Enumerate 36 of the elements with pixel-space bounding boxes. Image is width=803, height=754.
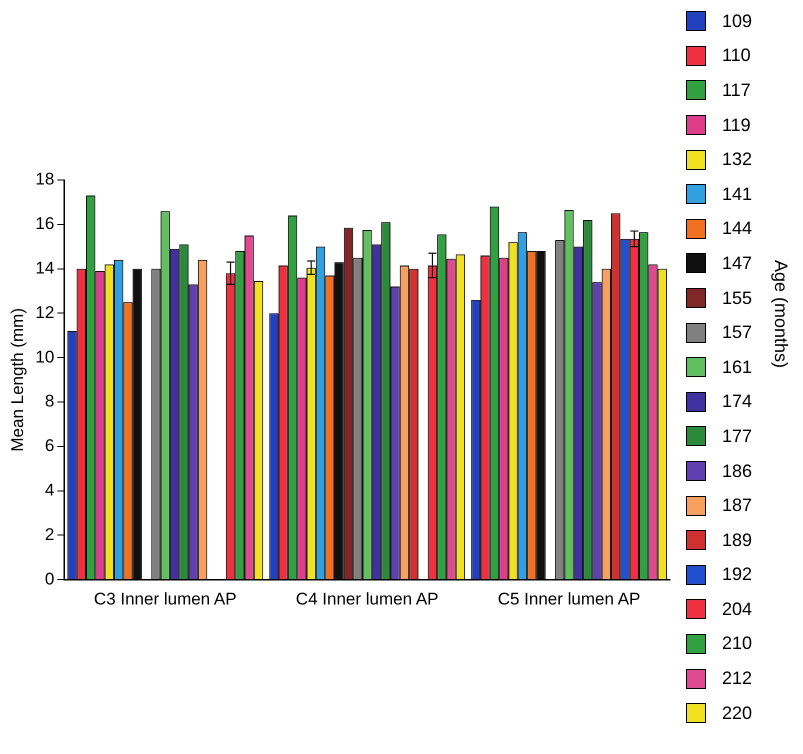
legend-title: Age (months) [770,260,791,368]
legend-label: 157 [722,322,752,344]
legend-label: 174 [722,391,752,412]
y-tick-label: 12 [35,302,54,322]
y-tick-label: 6 [44,436,54,456]
y-tick-label: 18 [35,170,54,189]
legend-label: 192 [722,564,752,586]
y-tick-label: 14 [35,258,54,278]
legend-label: 119 [722,114,751,136]
legend-label: 109 [722,10,752,32]
legend-label: 110 [722,45,751,66]
legend-label: 186 [722,460,752,482]
x-tick-label: C3 Inner lumen AP [94,589,237,608]
legend-label: 212 [722,668,752,690]
legend-label: 204 [722,598,752,620]
x-tick-label: C4 Inner lumen AP [296,589,439,608]
legend-label: 144 [722,218,752,240]
legend-label: 155 [722,288,752,309]
legend-label: 220 [722,702,752,724]
legend-label: 117 [722,80,751,101]
y-tick-label: 16 [35,214,54,234]
y-axis-title: Mean Length (mm) [8,308,27,452]
legend-label: 141 [722,184,752,205]
legend-label: 177 [722,426,752,447]
y-tick-label: 10 [35,347,54,366]
y-tick-label: 8 [44,392,54,411]
y-tick-label: 4 [44,480,54,500]
y-tick-label: 0 [44,569,54,588]
legend-label: 147 [722,252,752,274]
legend-label: 189 [722,530,752,551]
x-tick-label: C5 Inner lumen AP [498,589,640,608]
legend-label: 161 [722,356,752,378]
legend-label: 210 [722,633,752,654]
legend-label: 187 [722,495,752,516]
y-tick-label: 2 [44,524,54,544]
legend-label: 132 [722,149,752,170]
